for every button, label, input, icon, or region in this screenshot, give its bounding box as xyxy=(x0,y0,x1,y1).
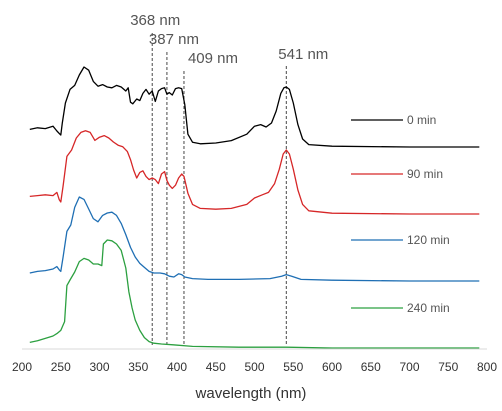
x-tick-labels: 200 250 300 350 400 450 500 550 600 650 700 750 800 xyxy=(12,360,497,374)
x-tick-label-800: 800 xyxy=(477,360,497,374)
x-tick-label-550: 550 xyxy=(283,360,303,374)
x-tick-label-300: 300 xyxy=(89,360,109,374)
peak-marker-group: 368 nm 387 nm 409 nm 541 nm xyxy=(130,12,328,345)
legend-label-0-min: 0 min xyxy=(407,113,436,127)
x-axis-title: wavelength (nm) xyxy=(195,385,307,402)
legend-label-90-min: 90 min xyxy=(407,167,443,181)
x-tick-label-200: 200 xyxy=(12,360,32,374)
peak-label-409: 409 nm xyxy=(188,50,238,67)
x-tick-label-450: 450 xyxy=(206,360,226,374)
x-tick-label-400: 400 xyxy=(167,360,187,374)
x-tick-label-750: 750 xyxy=(438,360,458,374)
series-group xyxy=(29,66,480,349)
series-line-90-min xyxy=(29,130,480,215)
series-line-240-min xyxy=(29,239,480,349)
legend-label-240-min: 240 min xyxy=(407,301,450,315)
peak-label-368: 368 nm xyxy=(130,12,180,29)
x-tick-label-600: 600 xyxy=(322,360,342,374)
peak-label-387: 387 nm xyxy=(149,31,199,48)
x-tick-label-500: 500 xyxy=(244,360,264,374)
peak-label-541: 541 nm xyxy=(278,46,328,63)
x-tick-label-700: 700 xyxy=(399,360,419,374)
x-tick-label-650: 650 xyxy=(361,360,381,374)
x-tick-label-350: 350 xyxy=(128,360,148,374)
legend: 0 min 90 min 120 min 240 min xyxy=(351,113,450,315)
series-line-0-min xyxy=(29,66,480,148)
legend-label-120-min: 120 min xyxy=(407,233,450,247)
series-line-120-min xyxy=(29,196,480,282)
x-tick-label-250: 250 xyxy=(51,360,71,374)
